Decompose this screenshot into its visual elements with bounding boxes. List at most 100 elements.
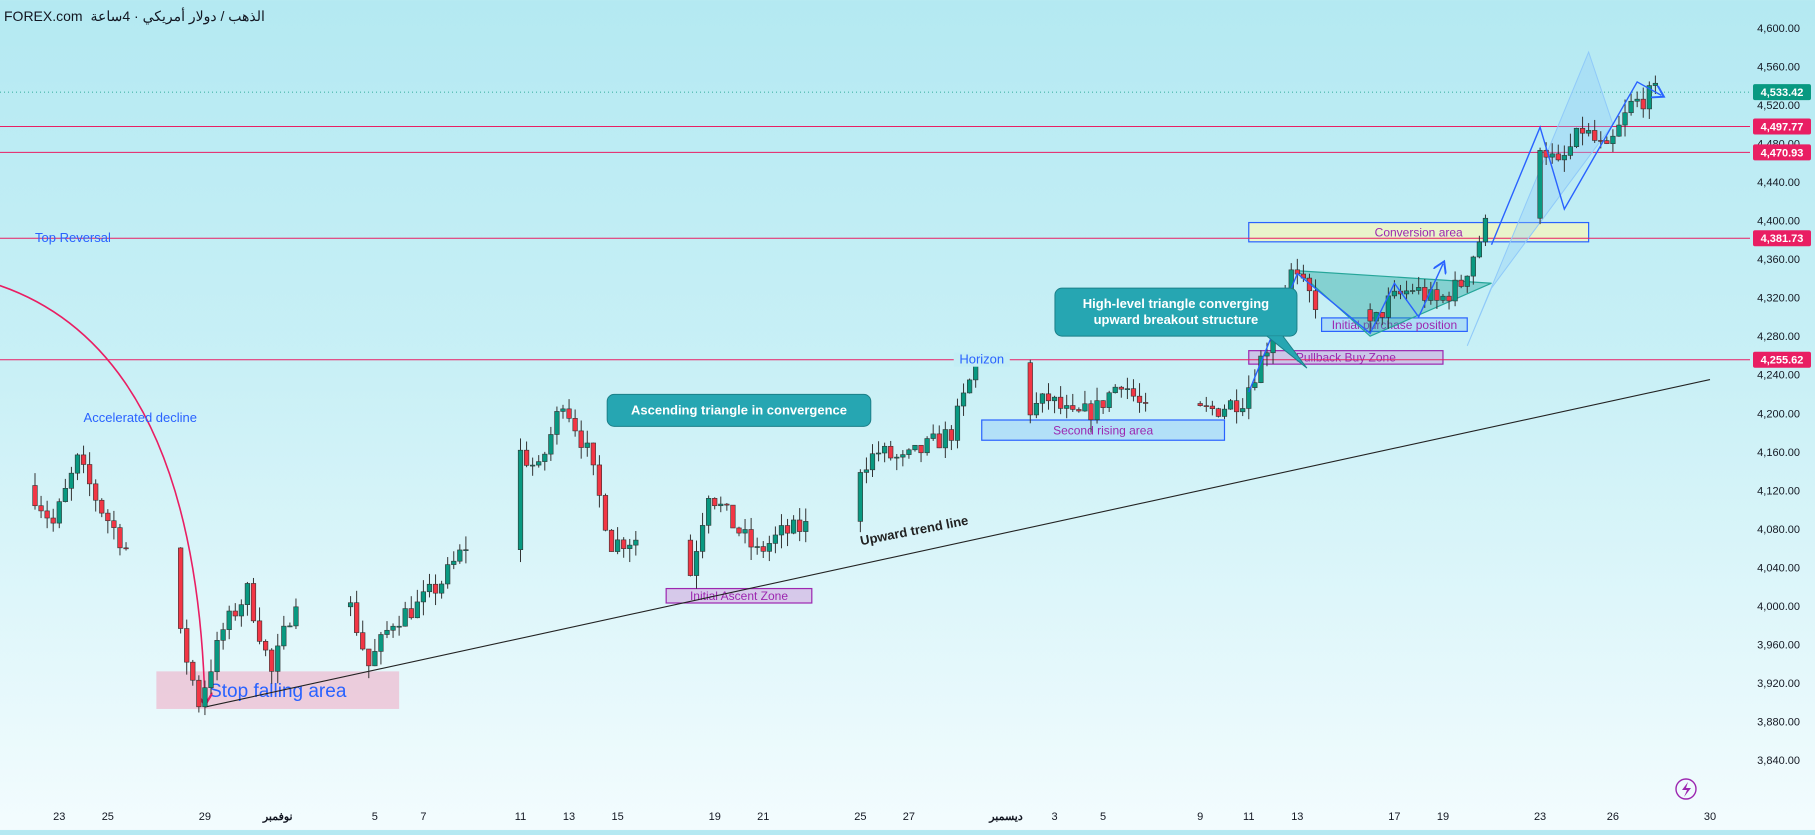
candle-body	[778, 525, 785, 536]
candle-body	[1312, 290, 1319, 310]
candle-body	[797, 519, 803, 532]
candle	[420, 580, 427, 616]
zigzag-projection	[1490, 80, 1662, 245]
time-tick-label: نوفمبر	[262, 811, 293, 823]
candle-body	[633, 539, 639, 546]
candle	[1094, 387, 1100, 424]
price-tick-label: 4,600.00	[1757, 23, 1800, 35]
time-tick-label: 19	[709, 811, 721, 823]
candle-body	[111, 520, 117, 528]
candle	[1555, 144, 1561, 162]
candle	[1440, 294, 1446, 304]
candle	[596, 455, 603, 508]
candle	[1312, 279, 1319, 319]
candle-body	[1076, 409, 1082, 412]
candle-body	[1209, 405, 1215, 410]
candle	[954, 398, 961, 449]
candle-body	[1051, 396, 1058, 402]
price-badge: 4,533.42	[1753, 84, 1811, 101]
candle	[1446, 291, 1452, 310]
candle	[918, 444, 924, 463]
candle-body	[942, 429, 948, 449]
candle	[863, 457, 870, 484]
zone-box	[981, 419, 1226, 441]
candle-body	[457, 549, 463, 562]
lightning-icon[interactable]	[1675, 778, 1697, 800]
candle	[942, 421, 948, 458]
candle	[1294, 258, 1300, 285]
price-badge-bg	[1753, 84, 1811, 101]
candle-body	[1422, 287, 1428, 301]
candle-body	[56, 501, 62, 524]
candle-body	[432, 583, 439, 594]
time-tick-label: 19	[1437, 811, 1449, 823]
candle	[1573, 127, 1580, 149]
time-tick-label: ديسمبر	[988, 811, 1023, 823]
candle-body	[1410, 290, 1416, 292]
candle	[238, 599, 244, 627]
candle	[857, 469, 863, 533]
candle	[1367, 303, 1373, 332]
candle-body	[566, 408, 572, 419]
candle	[1033, 392, 1039, 419]
candle-body	[232, 610, 238, 617]
candle	[554, 406, 560, 445]
upward-trend-line	[204, 379, 1711, 708]
candle	[960, 383, 967, 416]
candle	[1215, 407, 1222, 418]
price-badge-bg	[1753, 118, 1811, 135]
candle-body	[1088, 403, 1094, 421]
price-badges: 4,533.42 4,497.77 4,470.93 4,381.73 4,255.62	[1753, 84, 1811, 368]
price-tick-label: 4,160.00	[1757, 447, 1800, 459]
candle	[1203, 396, 1209, 412]
candle	[699, 512, 706, 559]
candle-body	[117, 527, 123, 549]
candle-body	[766, 543, 772, 552]
candle-body	[184, 628, 190, 663]
candle	[99, 498, 105, 518]
price-axis[interactable]: 3,840.00 3,880.00 3,920.00 3,960.00 4,000.00…	[1750, 0, 1815, 830]
candle	[190, 659, 196, 686]
candle-body	[602, 495, 609, 531]
candle-body	[530, 464, 536, 467]
candle-body	[1379, 312, 1385, 318]
candle	[1221, 404, 1228, 420]
candle	[1403, 280, 1410, 301]
candle-body	[87, 464, 93, 485]
candle-body	[1112, 386, 1118, 394]
candle	[566, 399, 572, 423]
candle	[1209, 400, 1215, 416]
candle-body	[894, 456, 900, 459]
candle	[105, 509, 111, 534]
callout-text: upward breakout structure	[1094, 312, 1259, 327]
candle	[766, 535, 772, 562]
time-axis[interactable]: 23 25 29 نوفمبر 5 7 11 13 15 19 21 25 27 ديسمبر 3 5 9 11 1…	[53, 811, 1716, 823]
candle-body	[693, 551, 700, 576]
candle	[754, 537, 760, 555]
candle	[560, 404, 566, 419]
candle	[244, 581, 251, 616]
price-tick-label: 4,120.00	[1757, 485, 1800, 497]
candle	[778, 514, 785, 549]
candle-body	[202, 687, 208, 708]
candle	[196, 675, 202, 713]
candle	[523, 441, 530, 468]
price-badge-text: 4,470.93	[1761, 147, 1804, 159]
candle-body	[1537, 150, 1543, 219]
candle	[366, 648, 372, 679]
candle	[748, 517, 754, 561]
candle-body	[736, 527, 742, 534]
candle	[250, 577, 257, 623]
candle-body	[875, 452, 882, 455]
candle	[1579, 116, 1586, 146]
candle-body	[906, 449, 912, 455]
candle	[1616, 115, 1622, 137]
candle	[445, 557, 451, 589]
candle-body	[1045, 393, 1052, 402]
time-tick-label: 11	[1243, 811, 1254, 823]
price-badge: 4,381.73	[1753, 230, 1811, 247]
price-tick-label: 4,320.00	[1757, 293, 1800, 305]
candle	[536, 455, 542, 468]
